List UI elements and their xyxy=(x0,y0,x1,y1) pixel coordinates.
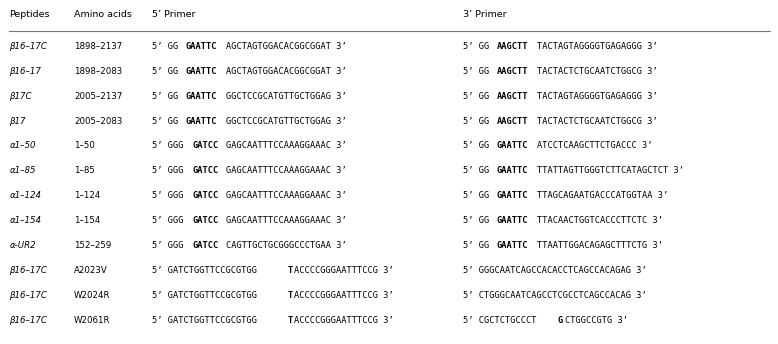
Text: AAGCTT: AAGCTT xyxy=(497,42,528,51)
Text: GATCC: GATCC xyxy=(192,191,219,200)
Text: TTATTAGTTGGGTCTTCATAGCTCT 3’: TTATTAGTTGGGTCTTCATAGCTCT 3’ xyxy=(538,166,685,175)
Text: 5’ GGG: 5’ GGG xyxy=(152,191,183,200)
Text: Peptides: Peptides xyxy=(9,10,50,19)
Text: GAATTC: GAATTC xyxy=(497,191,528,200)
Text: 5’ GG: 5’ GG xyxy=(463,92,489,101)
Text: α1–50: α1–50 xyxy=(9,141,36,150)
Text: T: T xyxy=(287,291,293,300)
Text: 2005–2083: 2005–2083 xyxy=(74,117,122,126)
Text: TACTAGTAGGGGTGAGAGGG 3’: TACTAGTAGGGGTGAGAGGG 3’ xyxy=(538,42,658,51)
Text: GAGCAATTTCCAAAGGAAAC 3’: GAGCAATTTCCAAAGGAAAC 3’ xyxy=(226,191,347,200)
Text: β17: β17 xyxy=(9,117,26,126)
Text: GAGCAATTTCCAAAGGAAAC 3’: GAGCAATTTCCAAAGGAAAC 3’ xyxy=(226,216,347,225)
Text: 1–50: 1–50 xyxy=(74,141,95,150)
Text: W2024R: W2024R xyxy=(74,291,110,300)
Text: GAGCAATTTCCAAAGGAAAC 3’: GAGCAATTTCCAAAGGAAAC 3’ xyxy=(226,141,347,150)
Text: ATCCTCAAGCTTCTGACCC 3’: ATCCTCAAGCTTCTGACCC 3’ xyxy=(538,141,653,150)
Text: W2061R: W2061R xyxy=(74,316,110,325)
Text: 5’ GG: 5’ GG xyxy=(152,67,178,76)
Text: 5’ GG: 5’ GG xyxy=(463,166,489,175)
Text: α1–124: α1–124 xyxy=(9,191,41,200)
Text: 152–259: 152–259 xyxy=(74,241,111,250)
Text: 5’ GGG: 5’ GGG xyxy=(152,216,183,225)
Text: TACTAGTAGGGGTGAGAGGG 3’: TACTAGTAGGGGTGAGAGGG 3’ xyxy=(538,92,658,101)
Text: 5’ GATCTGGTTCCGCGTGG: 5’ GATCTGGTTCCGCGTGG xyxy=(152,266,257,275)
Text: CAGTTGCTGCGGGCCCTGAA 3’: CAGTTGCTGCGGGCCCTGAA 3’ xyxy=(226,241,347,250)
Text: GGCTCCGCATGTTGCTGGAG 3’: GGCTCCGCATGTTGCTGGAG 3’ xyxy=(226,92,347,101)
Text: TACTACTCTGCAATCTGGCG 3’: TACTACTCTGCAATCTGGCG 3’ xyxy=(538,117,658,126)
Text: 1898–2137: 1898–2137 xyxy=(74,42,122,51)
Text: GAATTC: GAATTC xyxy=(186,42,217,51)
Text: 2005–2137: 2005–2137 xyxy=(74,92,122,101)
Text: 5’ GG: 5’ GG xyxy=(152,117,178,126)
Text: 5’ GG: 5’ GG xyxy=(463,141,489,150)
Text: α1–85: α1–85 xyxy=(9,166,36,175)
Text: GAATTC: GAATTC xyxy=(186,117,217,126)
Text: G: G xyxy=(558,316,563,325)
Text: 5’ Primer: 5’ Primer xyxy=(152,10,195,19)
Text: β16–17: β16–17 xyxy=(9,67,41,76)
Text: GAATTC: GAATTC xyxy=(497,216,528,225)
Text: GATCC: GATCC xyxy=(192,141,219,150)
Text: 5’ GG: 5’ GG xyxy=(463,216,489,225)
Text: AAGCTT: AAGCTT xyxy=(497,92,528,101)
Text: 1898–2083: 1898–2083 xyxy=(74,67,122,76)
Text: β16–17C: β16–17C xyxy=(9,291,47,300)
Text: CTGGCCGTG 3’: CTGGCCGTG 3’ xyxy=(565,316,628,325)
Text: 1–85: 1–85 xyxy=(74,166,95,175)
Text: AAGCTT: AAGCTT xyxy=(497,67,528,76)
Text: TACTACTCTGCAATCTGGCG 3’: TACTACTCTGCAATCTGGCG 3’ xyxy=(538,67,658,76)
Text: 5’ CTGGGCAATCAGCCTCGCCTCAGCCACAG 3’: 5’ CTGGGCAATCAGCCTCGCCTCAGCCACAG 3’ xyxy=(463,291,647,300)
Text: GAATTC: GAATTC xyxy=(186,67,217,76)
Text: GGCTCCGCATGTTGCTGGAG 3’: GGCTCCGCATGTTGCTGGAG 3’ xyxy=(226,117,347,126)
Text: 5’ GATCTGGTTCCGCGTGG: 5’ GATCTGGTTCCGCGTGG xyxy=(152,291,257,300)
Text: 5’ GATCTGGTTCCGCGTGG: 5’ GATCTGGTTCCGCGTGG xyxy=(152,316,257,325)
Text: β17C: β17C xyxy=(9,92,32,101)
Text: 1–154: 1–154 xyxy=(74,216,100,225)
Text: AGCTAGTGGACACGGCGGAT 3’: AGCTAGTGGACACGGCGGAT 3’ xyxy=(226,67,347,76)
Text: AGCTAGTGGACACGGCGGAT 3’: AGCTAGTGGACACGGCGGAT 3’ xyxy=(226,42,347,51)
Text: TTAGCAGAATGACCCATGGTAA 3’: TTAGCAGAATGACCCATGGTAA 3’ xyxy=(538,191,668,200)
Text: T: T xyxy=(287,266,293,275)
Text: A2023V: A2023V xyxy=(74,266,107,275)
Text: 5’ CGCTCTGCCCT: 5’ CGCTCTGCCCT xyxy=(463,316,536,325)
Text: 5’ GG: 5’ GG xyxy=(463,117,489,126)
Text: 5’ GG: 5’ GG xyxy=(152,92,178,101)
Text: ACCCCGGGAATTTCCG 3’: ACCCCGGGAATTTCCG 3’ xyxy=(294,316,394,325)
Text: GAGCAATTTCCAAAGGAAAC 3’: GAGCAATTTCCAAAGGAAAC 3’ xyxy=(226,166,347,175)
Text: TTACAACTGGTCACCCTTCTC 3’: TTACAACTGGTCACCCTTCTC 3’ xyxy=(538,216,664,225)
Text: 5’ GGG: 5’ GGG xyxy=(152,141,183,150)
Text: TTAATTGGACAGAGCTTTCTG 3’: TTAATTGGACAGAGCTTTCTG 3’ xyxy=(538,241,664,250)
Text: β16–17C: β16–17C xyxy=(9,266,47,275)
Text: 5’ GG: 5’ GG xyxy=(152,42,178,51)
Text: ACCCCGGGAATTTCCG 3’: ACCCCGGGAATTTCCG 3’ xyxy=(294,266,394,275)
Text: 5’ GG: 5’ GG xyxy=(463,191,489,200)
Text: GATCC: GATCC xyxy=(192,241,219,250)
Text: β16–17C: β16–17C xyxy=(9,42,47,51)
Text: β16–17C: β16–17C xyxy=(9,316,47,325)
Text: AAGCTT: AAGCTT xyxy=(497,117,528,126)
Text: α1–154: α1–154 xyxy=(9,216,41,225)
Text: 5’ GG: 5’ GG xyxy=(463,67,489,76)
Text: GAATTC: GAATTC xyxy=(497,241,528,250)
Text: 5’ GG: 5’ GG xyxy=(463,241,489,250)
Text: 1–124: 1–124 xyxy=(74,191,100,200)
Text: 5’ GGG: 5’ GGG xyxy=(152,166,183,175)
Text: 5’ GGG: 5’ GGG xyxy=(152,241,183,250)
Text: α-UR2: α-UR2 xyxy=(9,241,36,250)
Text: 5’ GG: 5’ GG xyxy=(463,42,489,51)
Text: GAATTC: GAATTC xyxy=(186,92,217,101)
Text: GATCC: GATCC xyxy=(192,216,219,225)
Text: 5’ GGGCAATCAGCCACACCTCAGCCACAGAG 3’: 5’ GGGCAATCAGCCACACCTCAGCCACAGAG 3’ xyxy=(463,266,647,275)
Text: GAATTC: GAATTC xyxy=(497,141,528,150)
Text: GATCC: GATCC xyxy=(192,166,219,175)
Text: 3’ Primer: 3’ Primer xyxy=(463,10,506,19)
Text: T: T xyxy=(287,316,293,325)
Text: ACCCCGGGAATTTCCG 3’: ACCCCGGGAATTTCCG 3’ xyxy=(294,291,394,300)
Text: GAATTC: GAATTC xyxy=(497,166,528,175)
Text: Amino acids: Amino acids xyxy=(74,10,131,19)
